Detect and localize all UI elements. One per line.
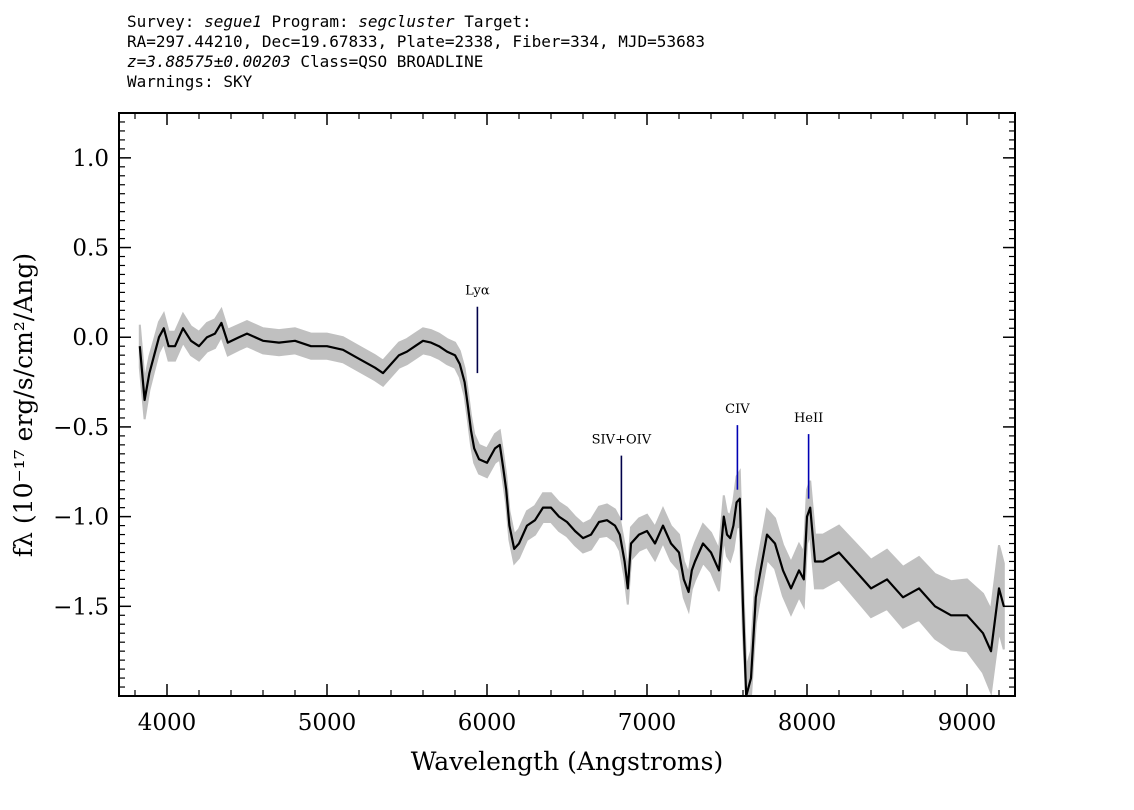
- header-line-1: Survey: segue1 Program: segcluster Targe…: [127, 12, 705, 32]
- x-tick-label-2: 6000: [458, 710, 517, 736]
- y-tick-label-5: −1.5: [53, 594, 109, 620]
- header-line-4: Warnings: SKY: [127, 72, 253, 91]
- y-tick-label-1: 0.5: [72, 236, 109, 262]
- survey-value: segue1: [204, 12, 262, 31]
- header-line-2: RA=297.44210, Dec=19.67833, Plate=2338, …: [127, 32, 705, 51]
- flux-layer: [138, 321, 1005, 698]
- x-tick-label-5: 9000: [938, 710, 997, 736]
- header-line-3: z=3.88575±0.00203 Class=QSO BROADLINE: [127, 52, 705, 72]
- x-tick-label-1: 5000: [298, 710, 357, 736]
- line-label-0: Lyα: [465, 284, 490, 299]
- x-tick-label-4: 8000: [778, 710, 837, 736]
- spectrum-header: Survey: segue1 Program: segcluster Targe…: [127, 12, 705, 92]
- y-tick-label-3: −0.5: [53, 415, 109, 441]
- flux-line: [138, 321, 1005, 698]
- redshift-value: z=3.88575±0.00203: [127, 52, 291, 71]
- class-value: Class=QSO BROADLINE: [300, 52, 484, 71]
- x-tick-label-0: 4000: [138, 710, 197, 736]
- y-tick-label-2: 0.0: [72, 325, 109, 351]
- program-label: Program:: [271, 12, 349, 31]
- program-value: segcluster: [358, 12, 455, 31]
- error-band: [138, 306, 1005, 697]
- plot-frame: [118, 112, 1016, 697]
- target-label: Target:: [464, 12, 532, 31]
- line-label-2: CIV: [725, 402, 750, 417]
- error-band-layer: [138, 306, 1005, 697]
- line-label-1: SIV+OIV: [592, 433, 652, 448]
- line-label-3: HeII: [794, 411, 823, 426]
- tick-layer: 4000 5000 6000 7000 8000 9000 1.0 0.5 0.0 −0.5 −1.…: [53, 113, 1015, 736]
- y-tick-label-0: 1.0: [72, 146, 109, 172]
- x-axis-title: Wavelength (Angstroms): [411, 747, 723, 776]
- survey-label: Survey:: [127, 12, 195, 31]
- y-tick-label-4: −1.0: [53, 505, 109, 531]
- x-tick-label-3: 7000: [618, 710, 677, 736]
- annotation-layer: Lyα SIV+OIV CIV HeII: [465, 284, 823, 521]
- y-axis-title: fλ (10⁻¹⁷ erg/s/cm²/Ang): [9, 253, 38, 557]
